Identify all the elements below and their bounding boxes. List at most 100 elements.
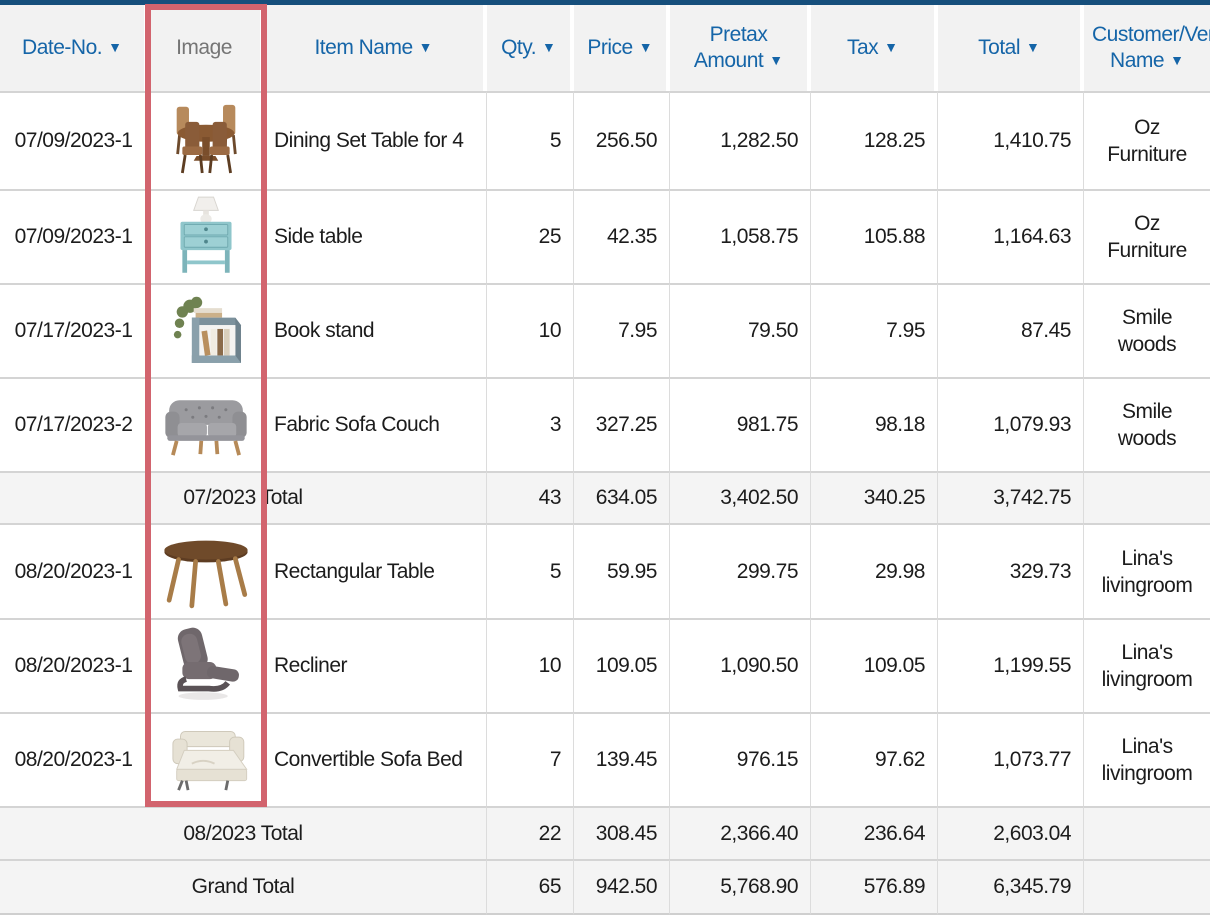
sort-arrow-icon[interactable]: ▼: [769, 51, 784, 68]
customer-cell-empty: [1084, 471, 1210, 523]
subtotal-row: 08/2023 Total 22 308.45 2,366.40 236.64 …: [0, 806, 1210, 859]
column-header-date-no[interactable]: Date-No. ▼: [0, 5, 148, 91]
date-cell: 07/17/2023-1: [0, 283, 148, 377]
column-label: Price: [587, 35, 633, 59]
item-name-cell: Recliner: [264, 618, 487, 712]
header-row: Date-No. ▼ Image Item Name ▼ Qty. ▼ Price ▼ …: [0, 5, 1210, 91]
table-header: Date-No. ▼ Image Item Name ▼ Qty. ▼ Price ▼ …: [0, 5, 1210, 91]
sort-arrow-icon[interactable]: ▼: [1170, 51, 1184, 68]
tax-cell: 98.18: [811, 377, 938, 471]
tax-grand-total: 576.89: [811, 859, 938, 915]
table-row: 07/17/2023-2 Fabric Sofa Couch 3 327.25 …: [0, 377, 1210, 471]
price-subtotal: 634.05: [574, 471, 670, 523]
tax-subtotal: 340.25: [811, 471, 938, 523]
pretax-cell: 299.75: [670, 523, 811, 618]
item-name-cell: Convertible Sofa Bed: [264, 712, 487, 806]
total-cell: 1,410.75: [938, 91, 1084, 189]
price-cell: 59.95: [574, 523, 670, 618]
total-cell: 1,164.63: [938, 189, 1084, 283]
side-table-image: [154, 191, 258, 277]
column-header-image[interactable]: Image: [148, 5, 264, 91]
pretax-grand-total: 5,768.90: [670, 859, 811, 915]
tax-subtotal: 236.64: [811, 806, 938, 859]
table-row: 07/09/2023-1 Dining Set Table for 4 5 25…: [0, 91, 1210, 189]
column-header-pretax-amount[interactable]: Pretax Amount ▼: [670, 5, 811, 91]
image-cell: [148, 712, 264, 806]
grand-total-label: Grand Total: [0, 859, 487, 915]
customer-cell: Oz Furniture: [1084, 91, 1210, 189]
table-row: 08/20/2023-1 Rectangular Table 5 59.95 2…: [0, 523, 1210, 618]
subtotal-label: 08/2023 Total: [0, 806, 487, 859]
table-row: 08/20/2023-1 Convertible Sofa Bed 7 139.…: [0, 712, 1210, 806]
column-label: Image: [176, 36, 232, 59]
table-row: 07/09/2023-1 Side table 25 42.35 1,058.7…: [0, 189, 1210, 283]
price-cell: 256.50: [574, 91, 670, 189]
tax-cell: 105.88: [811, 189, 938, 283]
tax-cell: 7.95: [811, 283, 938, 377]
date-cell: 08/20/2023-1: [0, 712, 148, 806]
tax-cell: 29.98: [811, 523, 938, 618]
customer-cell-empty: [1084, 859, 1210, 915]
total-grand-total: 6,345.79: [938, 859, 1084, 915]
image-cell: [148, 283, 264, 377]
price-cell: 7.95: [574, 283, 670, 377]
sort-arrow-icon[interactable]: ▼: [418, 38, 433, 55]
image-cell: [148, 618, 264, 712]
qty-subtotal: 22: [487, 806, 574, 859]
image-cell: [148, 91, 264, 189]
customer-cell: Lina's livingroom: [1084, 712, 1210, 806]
image-cell: [148, 189, 264, 283]
sort-arrow-icon[interactable]: ▼: [108, 38, 122, 55]
pretax-cell: 79.50: [670, 283, 811, 377]
sort-arrow-icon[interactable]: ▼: [884, 38, 899, 55]
price-grand-total: 942.50: [574, 859, 670, 915]
total-cell: 1,079.93: [938, 377, 1084, 471]
qty-grand-total: 65: [487, 859, 574, 915]
item-name-cell: Fabric Sofa Couch: [264, 377, 487, 471]
column-header-customer-vendor-name[interactable]: Customer/Vendor Name▼: [1084, 5, 1210, 91]
item-name-cell: Book stand: [264, 283, 487, 377]
pretax-subtotal: 2,366.40: [670, 806, 811, 859]
date-cell: 07/09/2023-1: [0, 189, 148, 283]
qty-cell: 10: [487, 283, 574, 377]
sort-arrow-icon[interactable]: ▼: [1026, 38, 1040, 55]
sales-report-table: Date-No. ▼ Image Item Name ▼ Qty. ▼ Price ▼ …: [0, 5, 1210, 915]
price-cell: 42.35: [574, 189, 670, 283]
customer-cell: Lina's livingroom: [1084, 618, 1210, 712]
qty-cell: 3: [487, 377, 574, 471]
item-name-cell: Dining Set Table for 4: [264, 91, 487, 189]
column-header-qty[interactable]: Qty. ▼: [487, 5, 574, 91]
item-name-cell: Rectangular Table: [264, 523, 487, 618]
table-top-border: [0, 0, 1210, 5]
customer-cell-empty: [1084, 806, 1210, 859]
price-subtotal: 308.45: [574, 806, 670, 859]
table-row: 07/17/2023-1 Book stand 10 7.95 79.50 7.…: [0, 283, 1210, 377]
column-label: Pretax Amount: [693, 22, 768, 72]
column-header-item-name[interactable]: Item Name ▼: [264, 5, 487, 91]
sort-arrow-icon[interactable]: ▼: [542, 38, 556, 55]
table-body: 07/09/2023-1 Dining Set Table for 4 5 25…: [0, 91, 1210, 915]
date-cell: 07/09/2023-1: [0, 91, 148, 189]
price-cell: 327.25: [574, 377, 670, 471]
item-name-cell: Side table: [264, 189, 487, 283]
qty-cell: 25: [487, 189, 574, 283]
image-cell: [148, 377, 264, 471]
column-label: Tax: [846, 35, 879, 59]
pretax-subtotal: 3,402.50: [670, 471, 811, 523]
customer-cell: Lina's livingroom: [1084, 523, 1210, 618]
column-header-total[interactable]: Total ▼: [938, 5, 1084, 91]
sofa-bed-image: [154, 714, 258, 800]
subtotal-label: 07/2023 Total: [0, 471, 487, 523]
total-cell: 1,199.55: [938, 618, 1084, 712]
grand-total-row: Grand Total 65 942.50 5,768.90 576.89 6,…: [0, 859, 1210, 915]
column-header-tax[interactable]: Tax ▼: [811, 5, 938, 91]
tax-cell: 97.62: [811, 712, 938, 806]
customer-cell: Smile woods: [1084, 377, 1210, 471]
column-header-price[interactable]: Price ▼: [574, 5, 670, 91]
qty-cell: 5: [487, 91, 574, 189]
fabric-sofa-image: [154, 379, 258, 465]
pretax-cell: 1,090.50: [670, 618, 811, 712]
rectangular-table-image: [154, 526, 258, 612]
sort-arrow-icon[interactable]: ▼: [638, 38, 653, 55]
pretax-cell: 1,058.75: [670, 189, 811, 283]
